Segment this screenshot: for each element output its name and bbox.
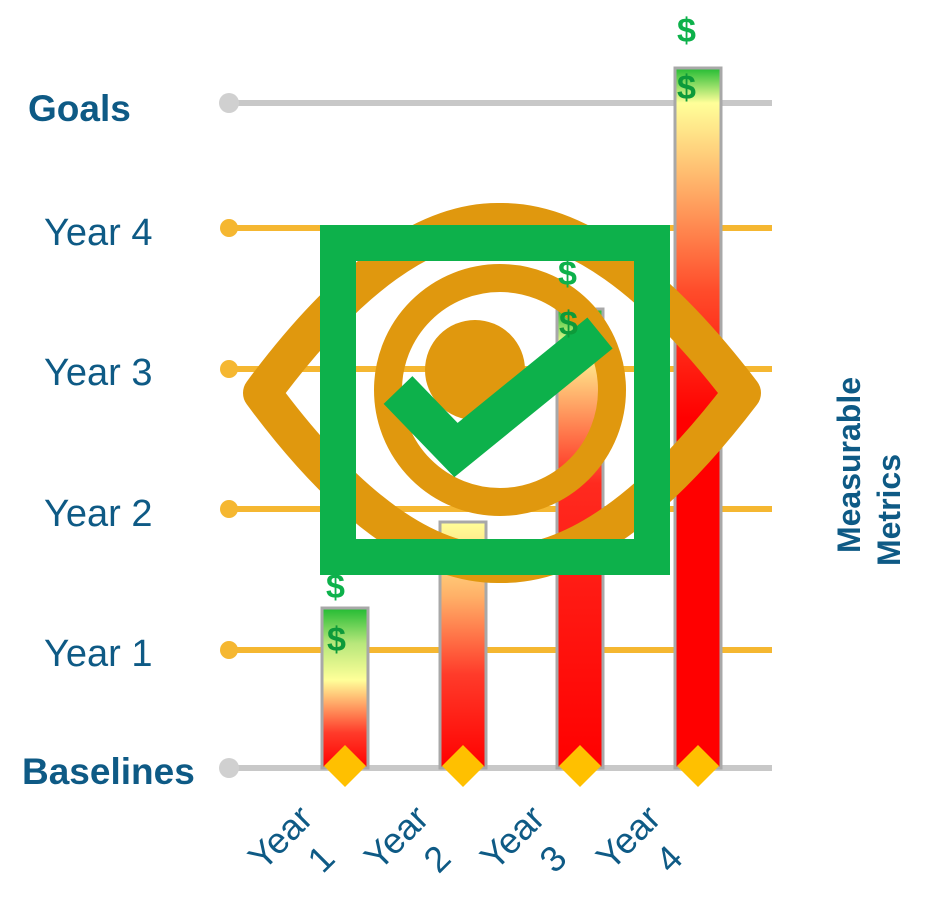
diamond-marker-icon	[559, 745, 601, 787]
goal-line-dot	[219, 93, 239, 113]
column-label-year: Year	[240, 797, 320, 877]
year1-line-dot	[220, 641, 238, 659]
year4-label: Year 4	[44, 212, 152, 254]
baselines-label: Baselines	[22, 751, 195, 792]
dollar-sign: $	[677, 69, 696, 107]
column-label-number: 1	[299, 837, 342, 880]
column-label-year: Year	[356, 797, 436, 877]
side-title: Measurable Metrics	[831, 377, 907, 566]
year1-label: Year 1	[44, 633, 152, 675]
diamond-marker-icon	[324, 745, 366, 787]
dollar-sign: $	[558, 255, 577, 293]
side-title-line1: Measurable	[831, 377, 867, 553]
dollar-sign: $	[677, 12, 696, 50]
baseline-line-dot	[219, 758, 239, 778]
side-title-line2: Metrics	[871, 454, 907, 566]
year2-line-dot	[220, 500, 238, 518]
column-labels: Year 1 Year 2 Year 3 Year 4	[240, 797, 691, 880]
row-labels: Goals Year 4 Year 3 Year 2 Year 1 Baseli…	[22, 88, 195, 792]
goals-label: Goals	[28, 88, 131, 129]
diamond-marker-icon	[677, 745, 719, 787]
column-label-number: 2	[415, 837, 458, 880]
dollar-sign: $	[559, 305, 578, 343]
column-label-number: 4	[647, 837, 690, 880]
year2-label: Year 2	[44, 493, 152, 535]
year3-label: Year 3	[44, 352, 152, 394]
year3-line-dot	[220, 360, 238, 378]
dollar-sign: $	[326, 568, 345, 606]
dollar-sign: $	[327, 621, 346, 659]
column-label-year: Year	[588, 797, 668, 877]
year4-line-dot	[220, 219, 238, 237]
column-label-number: 3	[531, 837, 574, 880]
diamond-markers	[324, 745, 719, 787]
column-label-year: Year	[472, 797, 552, 877]
diamond-marker-icon	[442, 745, 484, 787]
checkbox-check-icon	[320, 225, 670, 575]
dollar-signs: $ $ $ $ $ $	[326, 12, 696, 659]
